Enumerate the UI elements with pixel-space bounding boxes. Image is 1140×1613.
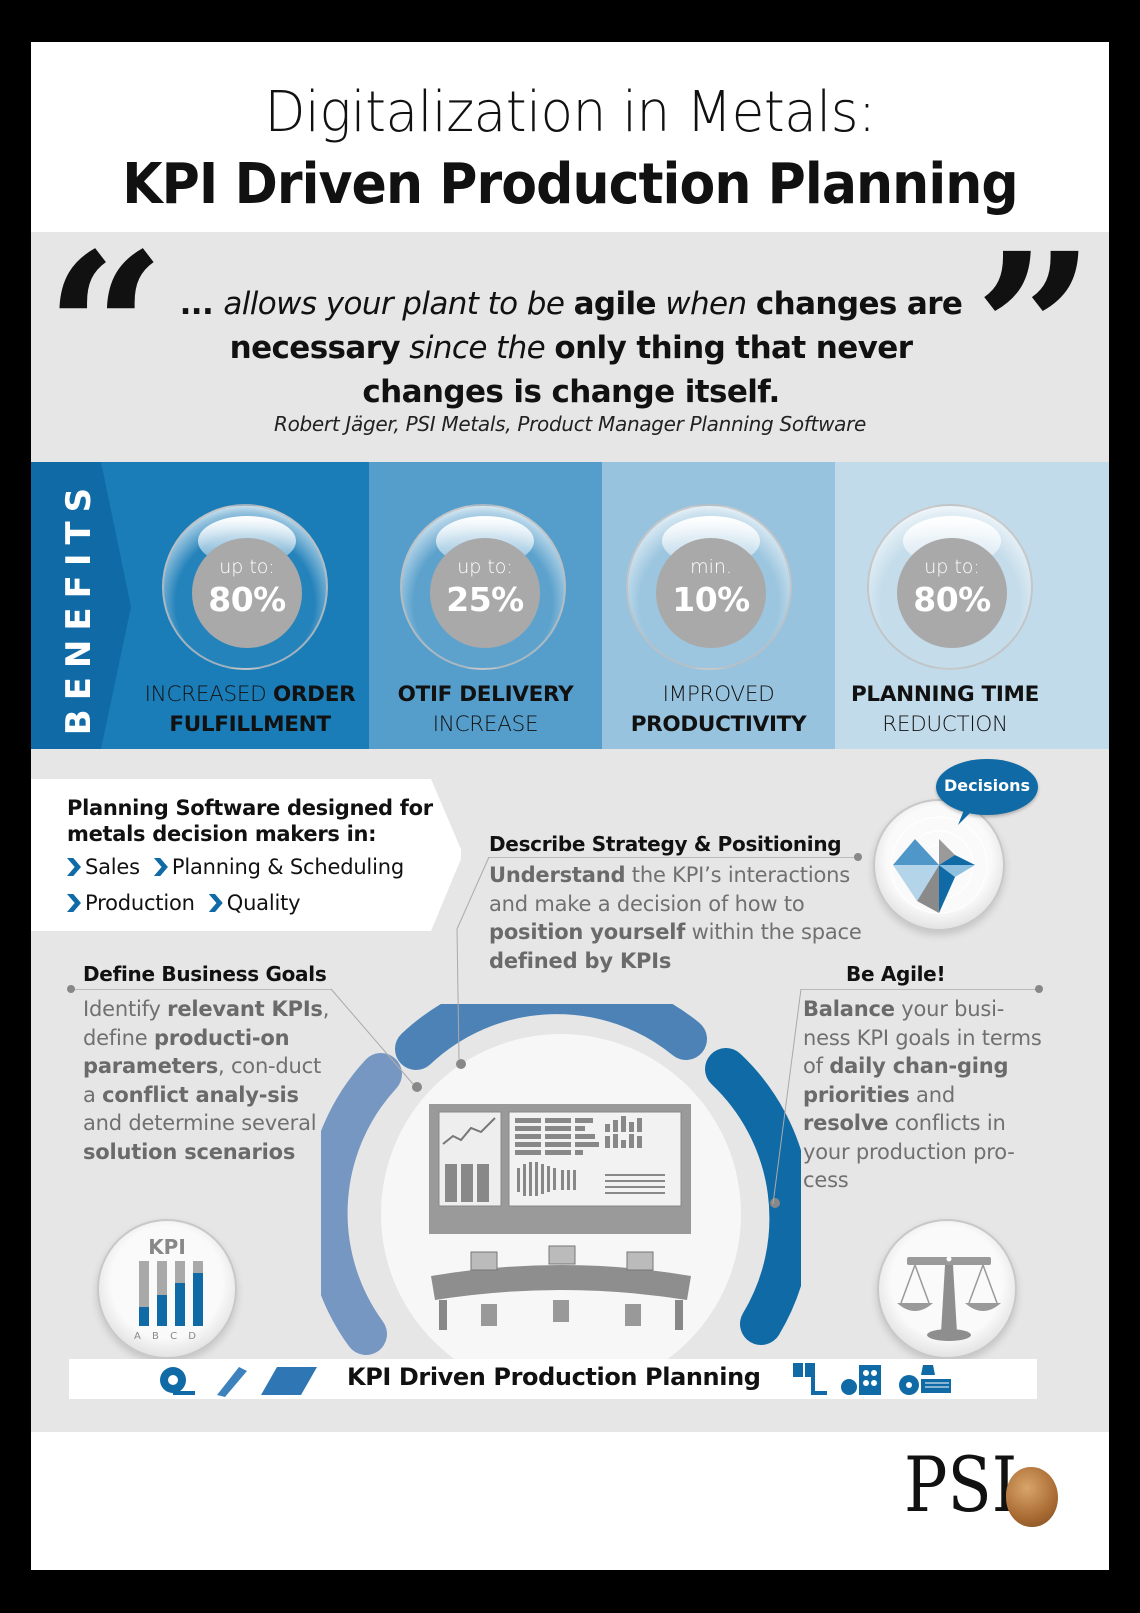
kpi-bar-graphic [139,1261,203,1326]
designed-for-areas: Sales Planning & Scheduling Production Qua… [67,849,457,921]
benefit-bubble: up to: 80% [867,504,1033,670]
quote-seg: allows your plant to be [223,286,574,322]
agile-body: Balance your busi-ness KPI goals in term… [803,997,1042,1192]
infographic-page: Digitalization in Metals: KPI Driven Pro… [31,42,1109,1570]
connector-dot [67,985,75,993]
benefit-label: PLANNING TIME REDUCTION [850,682,1040,737]
process-section: Planning Software designed for metals de… [31,749,1109,1432]
benefit-card-4: up to: 80% PLANNING TIME REDUCTION [835,462,1109,749]
quote-seg: since the [400,330,555,366]
benefit-prefix: min. [690,556,732,578]
quote-seg: ... [179,286,224,322]
quote-seg: only thing that never changes is change … [362,330,913,410]
benefit-card-3: min. 10% IMPROVED PRODUCTIVITY [602,462,835,749]
balance-scale-graphic [897,1256,1001,1341]
psi-logo: PSI [903,1440,1017,1529]
metal-products-icons [160,1367,317,1397]
benefit-prefix: up to: [457,556,513,578]
production-equipment-icons [793,1363,951,1395]
quote-seg: . [768,374,780,410]
area-item: Sales [67,849,140,885]
area-item: Quality [208,885,301,921]
goals-heading: Define Business Goals [83,962,327,986]
benefit-value: 10% [672,580,750,619]
divider [71,989,331,990]
balance-scale-icon [877,1219,1017,1359]
designed-for-title: Planning Software designed for metals de… [67,796,433,846]
benefits-side-tab: BENEFITS [31,462,131,749]
benefit-bubble: min. 10% [626,504,792,670]
quote-panel: “ ” ... allows your plant to be agile wh… [31,226,1109,462]
kpi-bars-icon: KPI A B C D [97,1219,237,1359]
benefit-card-1: BENEFITS up to: 80% INCREASED ORDER FULFIL… [31,462,369,749]
radar-chart-icon [873,799,1005,931]
area-item: Production [67,885,195,921]
goals-body: Identify relevant KPIs, define producti-… [83,997,330,1164]
benefit-bubble: up to: 25% [400,504,566,670]
area-item: Planning & Scheduling [153,849,404,885]
quote-seg: when [655,286,756,322]
connector-dot [854,853,862,861]
benefit-label: INCREASED ORDER FULFILLMENT [144,682,356,737]
agile-heading: Be Agile! [846,962,946,986]
page-title-line2: KPI Driven Production Planning [122,152,1018,217]
footer-band: KPI Driven Production Planning [69,1359,1037,1399]
benefit-bubble: up to: 80% [162,504,328,670]
radar-chart-graphic [890,816,988,914]
strategy-body: Understand the KPI’s interactions and ma… [489,863,862,973]
benefit-value: 25% [446,580,524,619]
quote-author: Robert Jäger, PSI Metals, Product Manage… [273,412,867,436]
benefit-prefix: up to: [924,556,980,578]
benefit-label: IMPROVED PRODUCTIVITY [630,682,807,737]
planning-cycle-ring [321,1004,801,1384]
designed-for-banner: Planning Software designed for metals de… [31,779,461,931]
connector-lines [330,856,802,1205]
walnut-logo-icon [1006,1467,1058,1527]
footer-title: KPI Driven Production Planning [347,1363,761,1391]
benefit-label: OTIF DELIVERY INCREASE [397,682,574,737]
benefit-value: 80% [913,580,991,619]
open-quote-icon: “ [45,207,166,454]
page-title-line1: Digitalization in Metals: [264,80,876,145]
benefit-prefix: up to: [219,556,275,578]
divider [801,989,1041,990]
benefits-label: BENEFITS [59,478,99,736]
close-quote-icon: ” [974,207,1095,454]
strategy-heading: Describe Strategy & Positioning [489,832,842,856]
connector-dot [1035,985,1043,993]
kpi-icon-axis: A B C D [134,1331,200,1342]
divider [489,857,859,858]
kpi-icon-label: KPI [148,1235,186,1259]
quote-text: ... allows your plant to be agile when c… [171,282,971,414]
decisions-badge-text: Decisions [943,776,1030,795]
quote-seg: agile [573,286,657,322]
benefit-value: 80% [208,580,286,619]
quote-seg: changes are necessary [229,286,963,366]
benefit-card-2: up to: 25% OTIF DELIVERY INCREASE [369,462,602,749]
benefits-band: BENEFITS up to: 80% INCREASED ORDER FULFIL… [31,462,1109,749]
